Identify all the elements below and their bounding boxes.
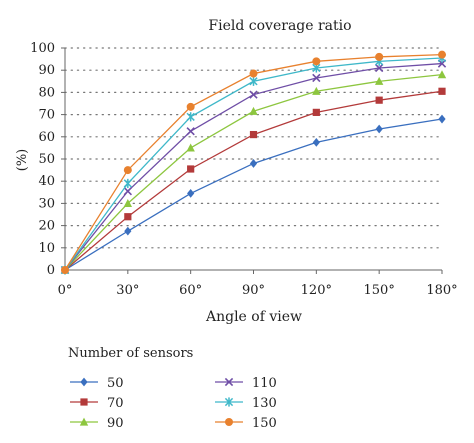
data-point <box>249 106 258 115</box>
data-point <box>249 130 258 139</box>
data-point <box>375 96 383 104</box>
chart-title: Field coverage ratio <box>208 18 351 34</box>
legend-item-130: 130 <box>215 396 277 411</box>
legend-title: Number of sensors <box>68 346 193 361</box>
legend-marker <box>80 377 88 387</box>
x-tick-label: 120° <box>301 283 332 298</box>
data-point <box>186 143 195 152</box>
marker-stroke <box>224 377 234 387</box>
x-tick-label: 180° <box>426 283 457 298</box>
x-ticks: 0° 30° 60° 90° 120° 150° 180° <box>58 270 458 298</box>
data-point <box>374 76 384 85</box>
y-ticks: 0 10 20 30 40 50 60 70 80 90 100 <box>30 41 65 278</box>
data-point <box>249 69 258 78</box>
data-point <box>249 76 258 86</box>
data-point <box>312 86 321 95</box>
legend-item-90: 90 <box>70 416 124 431</box>
legend-label: 90 <box>107 416 124 431</box>
data-point <box>123 178 132 189</box>
marker-stroke <box>312 73 321 83</box>
legend-label: 130 <box>252 396 277 411</box>
legend-item-50: 50 <box>70 376 124 391</box>
data-point <box>375 52 384 61</box>
data-point <box>312 57 321 66</box>
data-point <box>187 165 195 173</box>
data-point <box>438 114 446 124</box>
x-axis-label: Angle of view <box>205 309 302 325</box>
legend-marker <box>79 417 89 426</box>
legend-item-70: 70 <box>70 396 124 411</box>
series-group <box>60 50 447 275</box>
marker-stroke <box>249 90 258 99</box>
y-tick-label: 20 <box>38 219 55 234</box>
legend-marker <box>224 397 234 407</box>
legend-label: 50 <box>107 376 124 391</box>
data-point <box>123 199 133 207</box>
y-tick-label: 30 <box>38 196 55 211</box>
y-tick-label: 70 <box>38 108 55 123</box>
data-point <box>312 108 320 116</box>
x-tick-label: 150° <box>364 283 395 298</box>
legend-label: 150 <box>252 416 277 431</box>
data-point <box>375 63 384 73</box>
y-tick-label: 10 <box>38 241 55 256</box>
data-point <box>186 102 195 111</box>
data-point <box>438 50 446 59</box>
data-point <box>123 166 132 175</box>
series-line-90 <box>64 73 443 271</box>
y-axis-label: (%) <box>15 149 30 172</box>
series-90 <box>60 70 447 274</box>
marker-stroke <box>123 187 132 196</box>
data-point <box>61 266 69 274</box>
legend-item-150: 150 <box>215 416 277 431</box>
y-tick-label: 60 <box>38 130 55 145</box>
legend-item-110: 110 <box>215 376 277 391</box>
y-tick-label: 90 <box>38 63 55 78</box>
marker-stroke <box>375 63 384 73</box>
data-point <box>438 87 446 95</box>
x-tick-label: 90° <box>242 283 265 298</box>
data-point <box>186 127 195 136</box>
legend-label: 110 <box>252 376 277 391</box>
data-point <box>249 90 258 99</box>
y-tick-label: 40 <box>38 174 55 189</box>
data-point <box>124 226 132 236</box>
data-point <box>124 213 132 221</box>
data-point <box>312 137 320 147</box>
legend-marker <box>225 418 233 426</box>
x-tick-label: 60° <box>179 283 202 298</box>
legend-marker <box>224 377 234 387</box>
data-point <box>187 189 195 198</box>
data-point <box>312 73 321 83</box>
y-tick-label: 100 <box>30 41 55 56</box>
x-tick-label: 0° <box>58 283 73 298</box>
y-tick-label: 80 <box>38 85 55 100</box>
data-point <box>437 70 447 79</box>
data-point <box>186 112 195 122</box>
x-tick-label: 30° <box>116 283 139 298</box>
data-point <box>375 124 383 134</box>
y-tick-label: 0 <box>47 263 55 278</box>
legend-label: 70 <box>107 396 124 411</box>
data-point <box>249 159 258 168</box>
legend-marker <box>80 398 88 406</box>
legend: 50 70 90 110 130 150 <box>70 376 277 431</box>
y-tick-label: 50 <box>38 152 55 167</box>
data-point <box>123 187 132 196</box>
series-150 <box>61 50 446 274</box>
marker-stroke <box>186 127 195 136</box>
